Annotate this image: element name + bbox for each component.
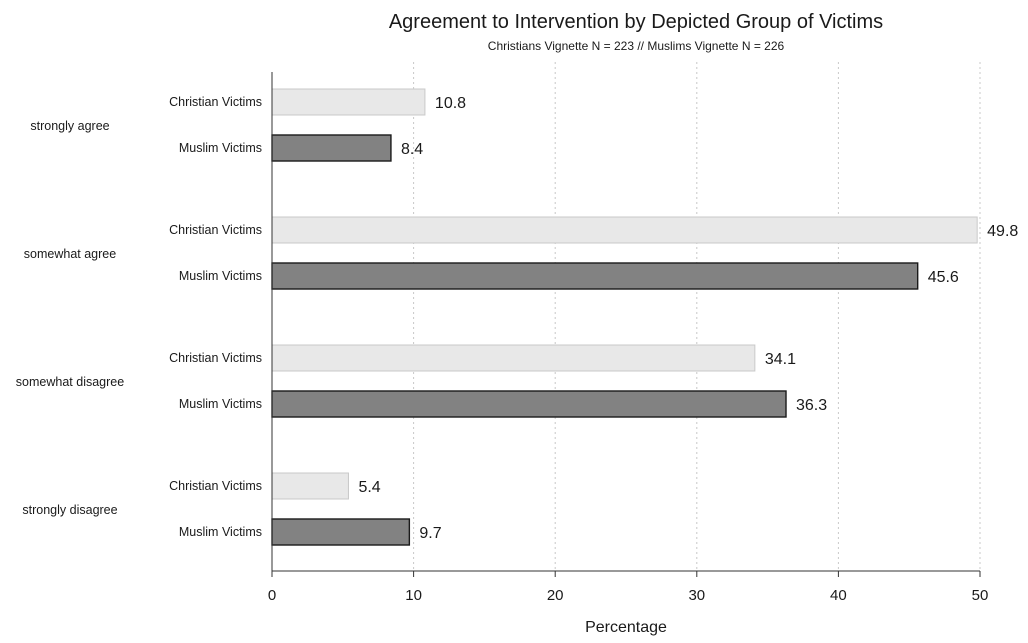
bar-series-label: Muslim Victims (179, 269, 262, 283)
data-label: 34.1 (765, 351, 796, 368)
data-label: 36.3 (796, 397, 827, 414)
x-tick-label: 10 (405, 587, 422, 604)
data-label: 5.4 (358, 479, 380, 496)
data-label: 45.6 (928, 269, 959, 286)
bar-muslim-2 (271, 390, 787, 418)
bar-muslim-3 (271, 518, 411, 546)
bar-series-label: Christian Victims (169, 351, 262, 365)
data-label: 10.8 (435, 95, 466, 112)
bar-muslim-0 (271, 134, 392, 162)
bar-christian-0 (271, 88, 426, 116)
bar-series-label: Muslim Victims (179, 525, 262, 539)
chart-subtitle: Christians Vignette N = 223 // Muslims V… (488, 39, 785, 53)
bar-series-label: Muslim Victims (179, 141, 262, 155)
bar-christian-1 (271, 216, 978, 244)
bar-series-label: Christian Victims (169, 95, 262, 109)
category-label: strongly disagree (22, 503, 117, 517)
x-tick-label: 20 (547, 587, 564, 604)
data-label: 49.8 (987, 223, 1018, 240)
bar-christian-3 (271, 472, 349, 500)
bar-muslim-1 (271, 262, 919, 290)
data-label: 9.7 (419, 525, 441, 542)
chart-title: Agreement to Intervention by Depicted Gr… (389, 11, 883, 33)
category-label: strongly agree (30, 119, 109, 133)
category-label: somewhat disagree (16, 375, 124, 389)
data-label: 8.4 (401, 141, 423, 158)
bar-series-label: Christian Victims (169, 479, 262, 493)
x-tick-label: 30 (688, 587, 705, 604)
bar-series-label: Muslim Victims (179, 397, 262, 411)
x-axis: 0 10 20 30 40 50 (268, 72, 989, 604)
x-tick-label: 40 (830, 587, 847, 604)
category-label: somewhat agree (24, 247, 116, 261)
bar-series-label: Christian Victims (169, 223, 262, 237)
x-tick-label: 50 (972, 587, 989, 604)
bars-layer (271, 88, 978, 546)
x-tick-label: 0 (268, 587, 276, 604)
x-axis-title: Percentage (585, 619, 667, 636)
grid-layer (413, 62, 981, 571)
bar-christian-2 (271, 344, 756, 372)
labels-layer: 10.8 Christian Victims 8.4 Muslim Victims st… (16, 95, 1019, 542)
